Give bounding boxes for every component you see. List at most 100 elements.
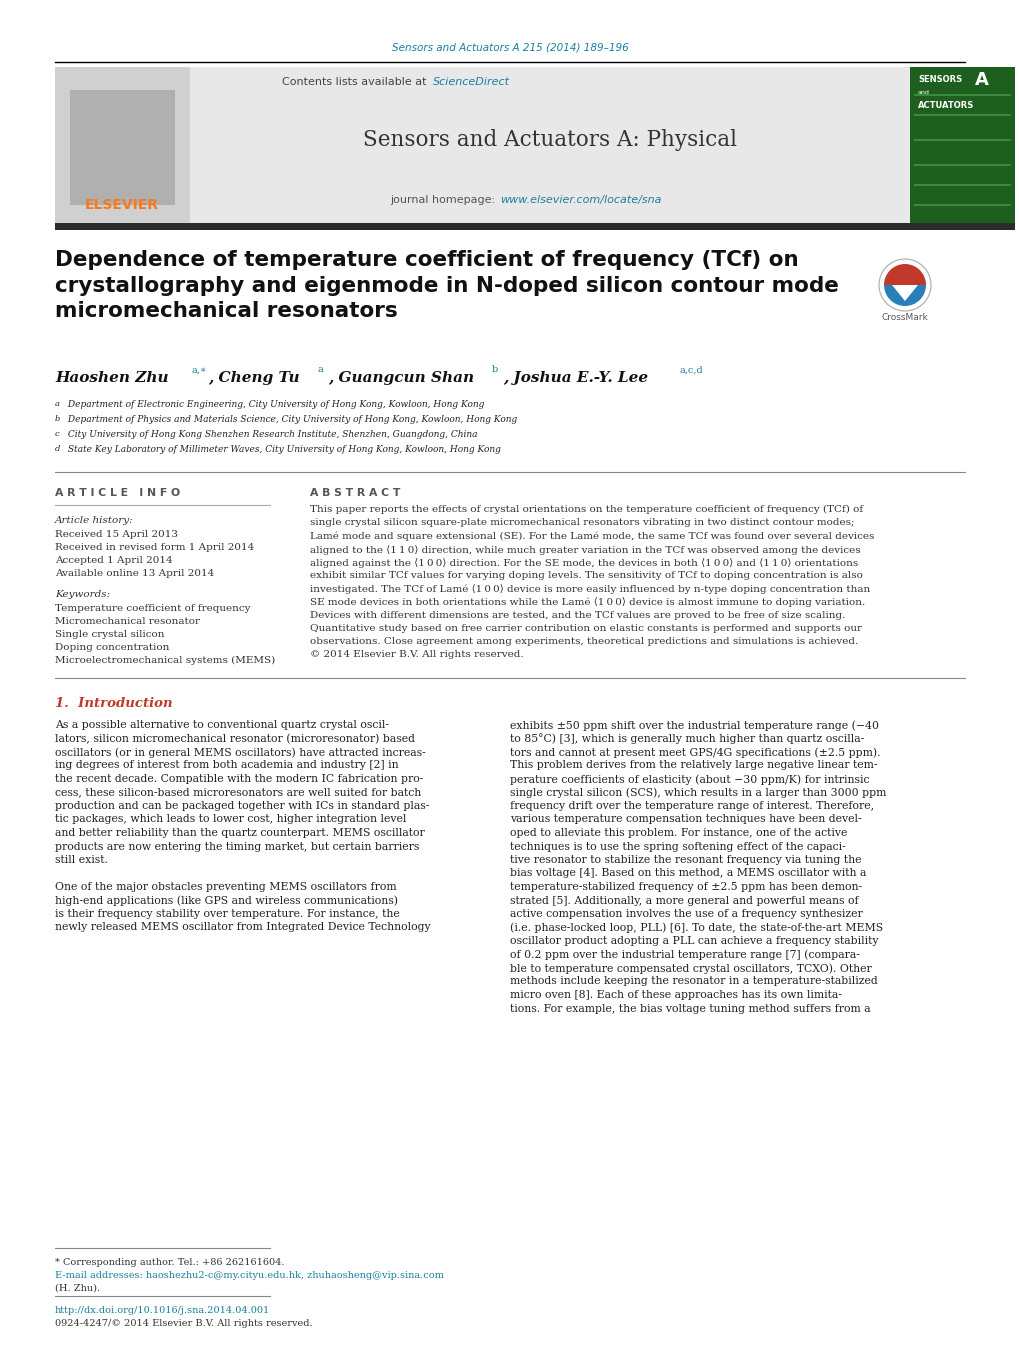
Text: ELSEVIER: ELSEVIER xyxy=(85,199,159,212)
Text: This paper reports the effects of crystal orientations on the temperature coeffi: This paper reports the effects of crysta… xyxy=(310,505,862,515)
Text: Sensors and Actuators A: Physical: Sensors and Actuators A: Physical xyxy=(363,128,737,151)
Text: strated [5]. Additionally, a more general and powerful means of: strated [5]. Additionally, a more genera… xyxy=(510,896,858,905)
Text: journal homepage:: journal homepage: xyxy=(389,195,494,205)
Text: Received in revised form 1 April 2014: Received in revised form 1 April 2014 xyxy=(55,543,254,553)
Text: aligned against the ⟨1 0 0⟩ direction. For the SE mode, the devices in both ⟨1 0: aligned against the ⟨1 0 0⟩ direction. F… xyxy=(310,558,857,567)
Text: , Joshua E.-Y. Lee: , Joshua E.-Y. Lee xyxy=(502,372,647,385)
Text: tive resonator to stabilize the resonant frequency via tuning the: tive resonator to stabilize the resonant… xyxy=(510,855,861,865)
Text: Lamé mode and square extensional (SE). For the Lamé mode, the same TCf was found: Lamé mode and square extensional (SE). F… xyxy=(310,531,873,540)
Text: products are now entering the timing market, but certain barriers: products are now entering the timing mar… xyxy=(55,842,419,851)
Text: CrossMark: CrossMark xyxy=(880,313,927,323)
Text: frequency drift over the temperature range of interest. Therefore,: frequency drift over the temperature ran… xyxy=(510,801,873,811)
Text: a: a xyxy=(318,366,323,374)
Text: ble to temperature compensated crystal oscillators, TCXO). Other: ble to temperature compensated crystal o… xyxy=(510,963,871,974)
Text: high-end applications (like GPS and wireless communications): high-end applications (like GPS and wire… xyxy=(55,896,397,907)
Bar xyxy=(190,68,909,226)
Text: Department of Physics and Materials Science, City University of Hong Kong, Kowlo: Department of Physics and Materials Scie… xyxy=(65,415,517,424)
Text: ing degrees of interest from both academia and industry [2] in: ing degrees of interest from both academ… xyxy=(55,761,398,770)
Text: and: and xyxy=(917,91,929,96)
Text: 0924-4247/© 2014 Elsevier B.V. All rights reserved.: 0924-4247/© 2014 Elsevier B.V. All right… xyxy=(55,1319,312,1328)
Text: exhibits ±50 ppm shift over the industrial temperature range (−40: exhibits ±50 ppm shift over the industri… xyxy=(510,720,878,731)
Text: 1.  Introduction: 1. Introduction xyxy=(55,697,172,711)
Text: Devices with different dimensions are tested, and the TCf values are proved to b: Devices with different dimensions are te… xyxy=(310,611,845,620)
Text: exhibit similar TCf values for varying doping levels. The sensitivity of TCf to : exhibit similar TCf values for varying d… xyxy=(310,571,862,580)
Text: methods include keeping the resonator in a temperature-stabilized: methods include keeping the resonator in… xyxy=(510,977,877,986)
Text: tic packages, which leads to lower cost, higher integration level: tic packages, which leads to lower cost,… xyxy=(55,815,406,824)
Wedge shape xyxy=(883,263,925,285)
Text: cess, these silicon-based microresonators are well suited for batch: cess, these silicon-based microresonator… xyxy=(55,788,421,797)
Bar xyxy=(55,68,190,226)
Text: Keywords:: Keywords: xyxy=(55,590,110,598)
Text: (i.e. phase-locked loop, PLL) [6]. To date, the state-of-the-art MEMS: (i.e. phase-locked loop, PLL) [6]. To da… xyxy=(510,923,882,934)
Text: * Corresponding author. Tel.: +86 262161604.: * Corresponding author. Tel.: +86 262161… xyxy=(55,1258,284,1267)
Text: the recent decade. Compatible with the modern IC fabrication pro-: the recent decade. Compatible with the m… xyxy=(55,774,423,784)
Text: A: A xyxy=(974,72,987,89)
Text: Dependence of temperature coefficient of frequency (TCf) on
crystallography and : Dependence of temperature coefficient of… xyxy=(55,250,838,322)
Text: © 2014 Elsevier B.V. All rights reserved.: © 2014 Elsevier B.V. All rights reserved… xyxy=(310,650,523,659)
Text: This problem derives from the relatively large negative linear tem-: This problem derives from the relatively… xyxy=(510,761,876,770)
Text: Micromechanical resonator: Micromechanical resonator xyxy=(55,617,200,626)
Text: (H. Zhu).: (H. Zhu). xyxy=(55,1283,100,1293)
Text: State Key Laboratory of Millimeter Waves, City University of Hong Kong, Kowloon,: State Key Laboratory of Millimeter Waves… xyxy=(65,444,500,454)
Text: oscillator product adopting a PLL can achieve a frequency stability: oscillator product adopting a PLL can ac… xyxy=(510,936,877,946)
Text: oscillators (or in general MEMS oscillators) have attracted increas-: oscillators (or in general MEMS oscillat… xyxy=(55,747,425,758)
Text: A R T I C L E   I N F O: A R T I C L E I N F O xyxy=(55,488,180,499)
Text: production and can be packaged together with ICs in standard plas-: production and can be packaged together … xyxy=(55,801,429,811)
Polygon shape xyxy=(892,285,917,301)
Text: various temperature compensation techniques have been devel-: various temperature compensation techniq… xyxy=(510,815,861,824)
Text: b: b xyxy=(55,415,60,423)
Text: Contents lists available at: Contents lists available at xyxy=(281,77,430,86)
Text: lators, silicon micromechanical resonator (microresonator) based: lators, silicon micromechanical resonato… xyxy=(55,734,415,744)
Text: of 0.2 ppm over the industrial temperature range [7] (compara-: of 0.2 ppm over the industrial temperatu… xyxy=(510,950,859,961)
Text: temperature-stabilized frequency of ±2.5 ppm has been demon-: temperature-stabilized frequency of ±2.5… xyxy=(510,882,861,892)
Text: www.elsevier.com/locate/sna: www.elsevier.com/locate/sna xyxy=(499,195,661,205)
Wedge shape xyxy=(883,285,925,305)
Text: a,c,d: a,c,d xyxy=(680,366,703,374)
Text: A B S T R A C T: A B S T R A C T xyxy=(310,488,400,499)
Text: Article history:: Article history: xyxy=(55,516,133,526)
Text: Haoshen Zhu: Haoshen Zhu xyxy=(55,372,168,385)
Text: d: d xyxy=(55,444,60,453)
Text: techniques is to use the spring softening effect of the capaci-: techniques is to use the spring softenin… xyxy=(510,842,845,851)
Text: Department of Electronic Engineering, City University of Hong Kong, Kowloon, Hon: Department of Electronic Engineering, Ci… xyxy=(65,400,484,409)
Text: tions. For example, the bias voltage tuning method suffers from a: tions. For example, the bias voltage tun… xyxy=(510,1004,870,1013)
Text: tors and cannot at present meet GPS/4G specifications (±2.5 ppm).: tors and cannot at present meet GPS/4G s… xyxy=(510,747,879,758)
Text: , Cheng Tu: , Cheng Tu xyxy=(208,372,300,385)
Text: to 85°C) [3], which is generally much higher than quartz oscilla-: to 85°C) [3], which is generally much hi… xyxy=(510,734,863,744)
Text: active compensation involves the use of a frequency synthesizer: active compensation involves the use of … xyxy=(510,909,862,919)
Text: Single crystal silicon: Single crystal silicon xyxy=(55,630,164,639)
Text: Accepted 1 April 2014: Accepted 1 April 2014 xyxy=(55,557,172,565)
Text: bias voltage [4]. Based on this method, a MEMS oscillator with a: bias voltage [4]. Based on this method, … xyxy=(510,869,865,878)
Text: c: c xyxy=(55,430,60,438)
Text: SE mode devices in both orientations while the Lamé ⟨1 0 0⟩ device is almost imm: SE mode devices in both orientations whi… xyxy=(310,597,864,608)
Text: , Guangcun Shan: , Guangcun Shan xyxy=(328,372,474,385)
Text: Available online 13 April 2014: Available online 13 April 2014 xyxy=(55,569,214,578)
Text: One of the major obstacles preventing MEMS oscillators from: One of the major obstacles preventing ME… xyxy=(55,882,396,892)
Text: oped to alleviate this problem. For instance, one of the active: oped to alleviate this problem. For inst… xyxy=(510,828,847,838)
Text: ACTUATORS: ACTUATORS xyxy=(917,100,973,109)
Text: Received 15 April 2013: Received 15 April 2013 xyxy=(55,530,178,539)
Text: a,∗: a,∗ xyxy=(192,366,207,374)
Bar xyxy=(55,223,1014,230)
Text: newly released MEMS oscillator from Integrated Device Technology: newly released MEMS oscillator from Inte… xyxy=(55,923,430,932)
Text: aligned to the ⟨1 1 0⟩ direction, while much greater variation in the TCf was ob: aligned to the ⟨1 1 0⟩ direction, while … xyxy=(310,544,860,554)
Text: is their frequency stability over temperature. For instance, the: is their frequency stability over temper… xyxy=(55,909,399,919)
Text: Microelectromechanical systems (MEMS): Microelectromechanical systems (MEMS) xyxy=(55,657,275,665)
Text: still exist.: still exist. xyxy=(55,855,108,865)
Text: E-mail addresses: haoshezhu2-c@my.cityu.edu.hk, zhuhaosheng@vip.sina.com: E-mail addresses: haoshezhu2-c@my.cityu.… xyxy=(55,1271,443,1279)
Text: single crystal silicon square-plate micromechanical resonators vibrating in two : single crystal silicon square-plate micr… xyxy=(310,519,854,527)
Text: Sensors and Actuators A 215 (2014) 189–196: Sensors and Actuators A 215 (2014) 189–1… xyxy=(391,43,628,53)
Text: Quantitative study based on free carrier contribution on elastic constants is pe: Quantitative study based on free carrier… xyxy=(310,624,861,632)
Bar xyxy=(909,68,1014,226)
Text: Temperature coefficient of frequency: Temperature coefficient of frequency xyxy=(55,604,251,613)
Text: observations. Close agreement among experiments, theoretical predictions and sim: observations. Close agreement among expe… xyxy=(310,638,857,646)
Text: Doping concentration: Doping concentration xyxy=(55,643,169,653)
Text: ScienceDirect: ScienceDirect xyxy=(433,77,510,86)
Text: a: a xyxy=(55,400,60,408)
Text: b: b xyxy=(491,366,497,374)
Text: investigated. The TCf of Lamé ⟨1 0 0⟩ device is more easily influenced by n-type: investigated. The TCf of Lamé ⟨1 0 0⟩ de… xyxy=(310,584,869,594)
Text: perature coefficients of elasticity (about −30 ppm/K) for intrinsic: perature coefficients of elasticity (abo… xyxy=(510,774,868,785)
Text: single crystal silicon (SCS), which results in a larger than 3000 ppm: single crystal silicon (SCS), which resu… xyxy=(510,788,886,798)
Text: and better reliability than the quartz counterpart. MEMS oscillator: and better reliability than the quartz c… xyxy=(55,828,424,838)
Text: SENSORS: SENSORS xyxy=(917,76,961,85)
